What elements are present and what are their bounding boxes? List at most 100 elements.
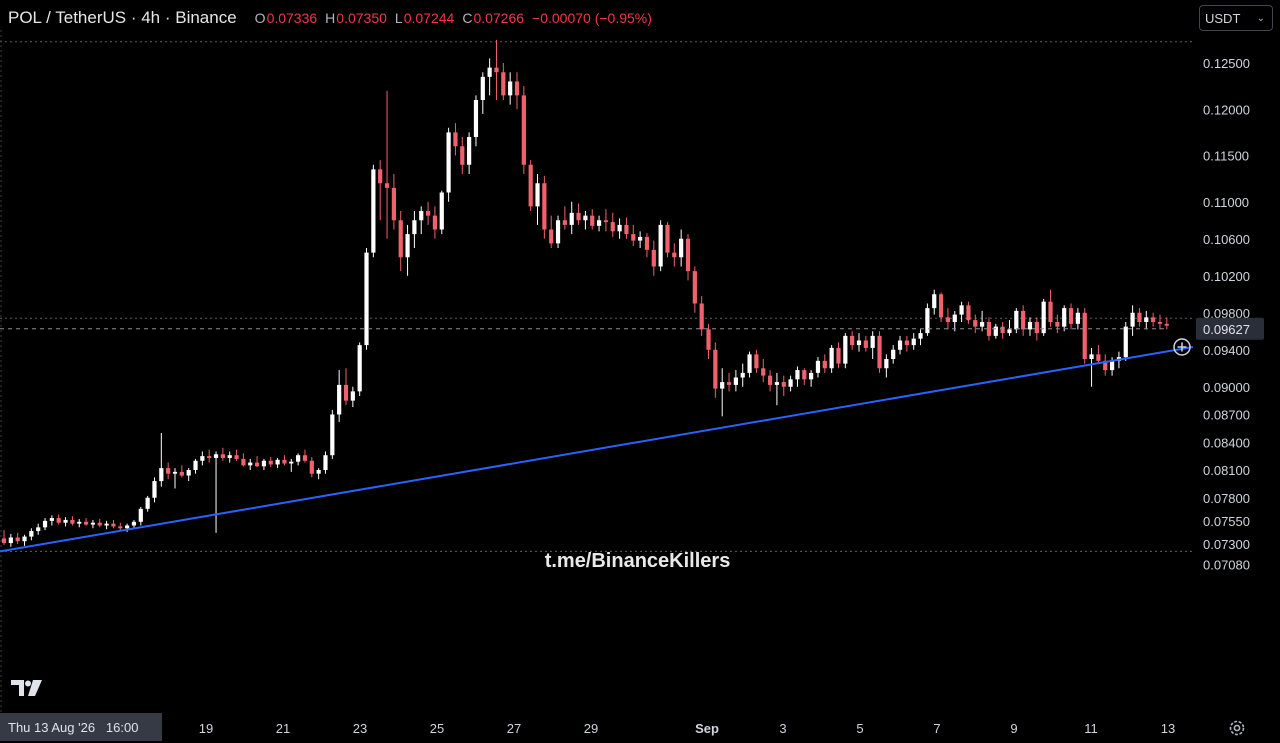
candle[interactable]	[254, 456, 260, 468]
candle[interactable]	[891, 345, 896, 364]
candle[interactable]	[439, 190, 444, 235]
candle[interactable]	[302, 449, 308, 463]
candle[interactable]	[596, 215, 602, 232]
candle[interactable]	[836, 342, 841, 369]
candle[interactable]	[993, 323, 998, 339]
candle[interactable]	[207, 449, 212, 463]
candle[interactable]	[1103, 354, 1108, 376]
candle[interactable]	[241, 453, 246, 467]
candle[interactable]	[159, 433, 164, 487]
candle[interactable]	[296, 453, 301, 466]
candle[interactable]	[644, 233, 650, 258]
candle[interactable]	[480, 72, 485, 114]
candle[interactable]	[405, 224, 410, 276]
candle[interactable]	[323, 451, 328, 474]
candle[interactable]	[487, 58, 492, 96]
candle[interactable]	[1014, 308, 1019, 334]
candle[interactable]	[767, 370, 773, 392]
candle[interactable]	[959, 301, 964, 322]
candle[interactable]	[583, 211, 588, 230]
candle[interactable]	[268, 457, 273, 468]
candle[interactable]	[501, 63, 506, 100]
candle[interactable]	[378, 160, 383, 221]
candle[interactable]	[337, 370, 342, 422]
candle[interactable]	[289, 458, 294, 472]
candle[interactable]	[371, 164, 376, 258]
candle[interactable]	[863, 335, 868, 352]
candle[interactable]	[63, 517, 68, 527]
candle[interactable]	[193, 458, 198, 474]
candle[interactable]	[802, 368, 807, 385]
candle[interactable]	[56, 514, 61, 525]
candle[interactable]	[549, 215, 554, 248]
candle[interactable]	[1034, 317, 1039, 341]
candle[interactable]	[70, 516, 75, 526]
candle[interactable]	[925, 303, 930, 336]
candle[interactable]	[850, 331, 855, 350]
candle[interactable]	[1021, 305, 1026, 336]
candle[interactable]	[815, 357, 821, 378]
candle[interactable]	[918, 329, 923, 346]
candle[interactable]	[877, 331, 882, 373]
candle[interactable]	[220, 447, 225, 461]
settings-gear-icon[interactable]	[1227, 718, 1247, 738]
candle[interactable]	[542, 175, 547, 239]
candle[interactable]	[1151, 312, 1156, 327]
candle[interactable]	[692, 266, 697, 313]
candle[interactable]	[986, 317, 992, 341]
candle[interactable]	[569, 201, 574, 235]
candle[interactable]	[36, 523, 41, 535]
candle[interactable]	[576, 203, 581, 225]
candle[interactable]	[391, 174, 396, 230]
candle[interactable]	[83, 518, 89, 526]
candle[interactable]	[248, 458, 253, 470]
candle[interactable]	[699, 296, 704, 336]
candle[interactable]	[15, 532, 20, 544]
candle[interactable]	[1123, 322, 1128, 361]
candle[interactable]	[528, 160, 533, 211]
add-alert-icon[interactable]	[1170, 335, 1194, 359]
candle[interactable]	[42, 518, 48, 531]
candle[interactable]	[679, 229, 684, 267]
candle[interactable]	[610, 212, 615, 237]
candle[interactable]	[138, 507, 143, 526]
candle[interactable]	[973, 314, 978, 334]
candle[interactable]	[473, 95, 479, 147]
candle[interactable]	[97, 519, 102, 528]
candle[interactable]	[945, 308, 951, 330]
candle[interactable]	[494, 39, 499, 100]
candle[interactable]	[685, 234, 691, 281]
candle[interactable]	[726, 372, 732, 392]
candle[interactable]	[1, 530, 7, 545]
candle[interactable]	[330, 409, 335, 459]
candle[interactable]	[104, 520, 109, 530]
candle[interactable]	[131, 519, 137, 529]
candle[interactable]	[822, 354, 827, 373]
candle[interactable]	[343, 368, 349, 406]
candle[interactable]	[672, 243, 677, 267]
candle[interactable]	[870, 331, 875, 359]
candle[interactable]	[234, 449, 239, 461]
candle[interactable]	[603, 209, 609, 232]
candle[interactable]	[261, 458, 267, 470]
candle[interactable]	[1000, 322, 1005, 339]
candle[interactable]	[419, 206, 424, 235]
candle[interactable]	[733, 370, 738, 392]
candle[interactable]	[412, 211, 417, 248]
symbol-title[interactable]: POL / TetherUS · 4h · Binance	[8, 8, 237, 27]
candle[interactable]	[665, 222, 670, 258]
candle[interactable]	[200, 451, 205, 466]
candle[interactable]	[118, 522, 123, 532]
candle[interactable]	[781, 375, 786, 396]
candle[interactable]	[535, 174, 540, 225]
candle[interactable]	[1007, 320, 1012, 336]
candle[interactable]	[350, 386, 355, 408]
candle[interactable]	[384, 90, 390, 239]
candle[interactable]	[275, 457, 280, 469]
candle[interactable]	[856, 333, 862, 352]
candle[interactable]	[166, 462, 171, 480]
candle[interactable]	[1144, 310, 1149, 330]
candle[interactable]	[172, 468, 178, 489]
candle[interactable]	[938, 292, 944, 322]
